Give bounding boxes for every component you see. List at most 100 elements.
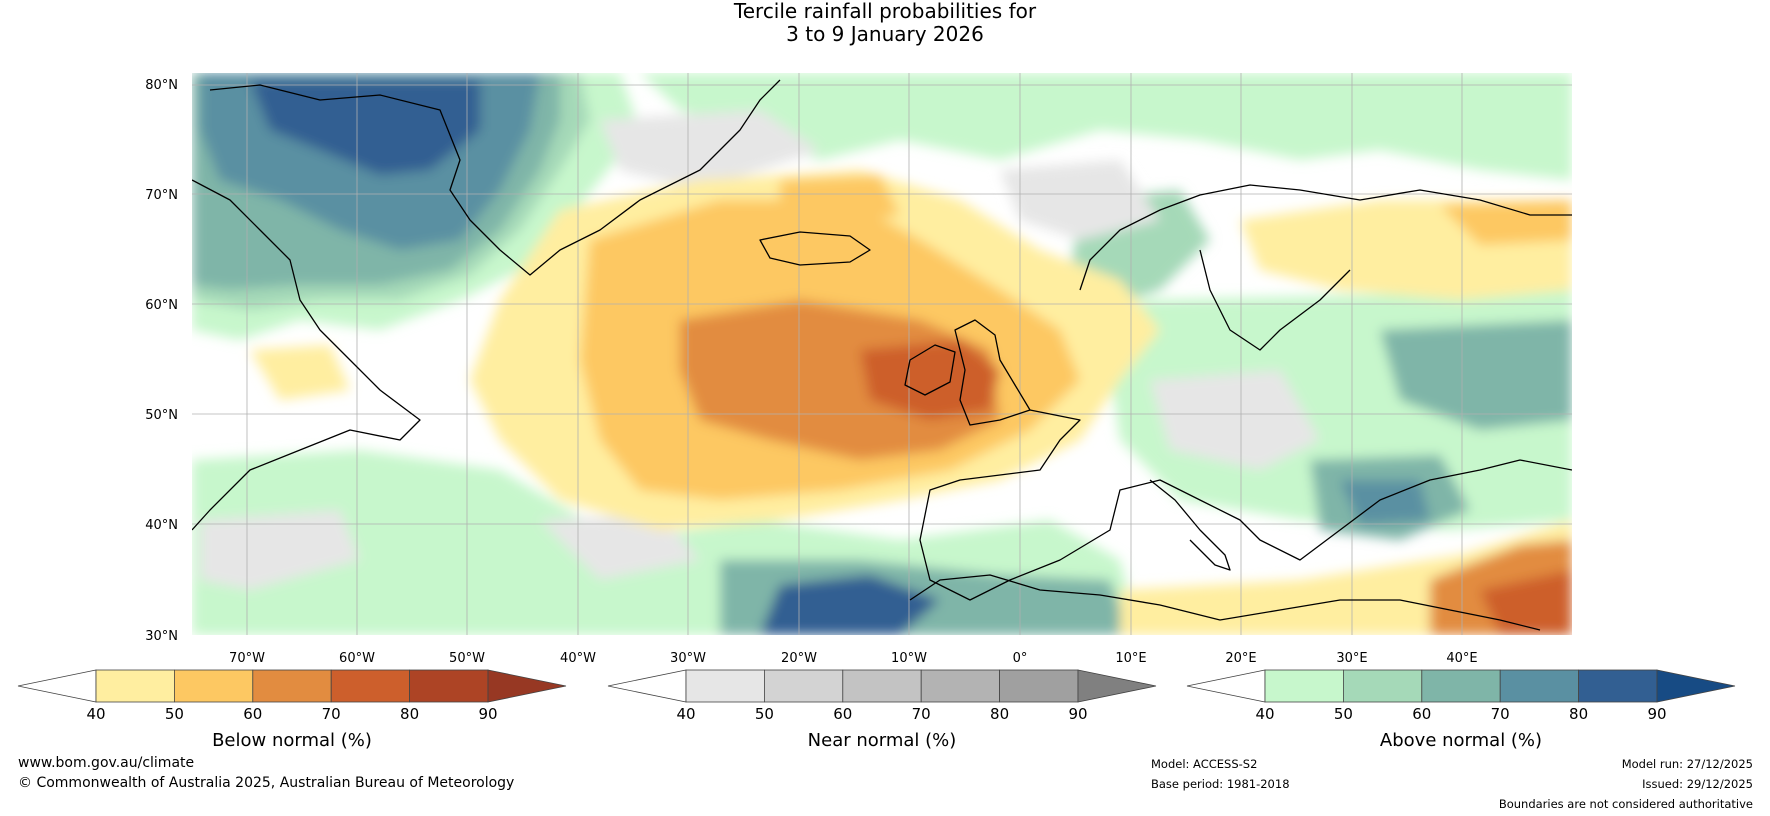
coastline-baltic xyxy=(1199,249,1351,351)
map-panel xyxy=(192,73,1572,635)
colorbar-near-title: Near normal (%) xyxy=(808,730,957,751)
near-normal-area-4 xyxy=(200,510,360,590)
lat-label-70n: 70°N xyxy=(145,188,178,203)
coastline-europe-west xyxy=(919,409,1572,601)
colorbar-below-segment-4 xyxy=(409,669,489,703)
coastline-iceland xyxy=(759,231,871,266)
colorbar-above-tick-4: 80 xyxy=(1569,705,1588,723)
colorbar-below-tick-2: 60 xyxy=(243,705,262,723)
lon-label-10w: 10°W xyxy=(891,651,927,666)
colorbar-below-tick-0: 40 xyxy=(86,705,105,723)
colorbar-near-tick-4: 80 xyxy=(990,705,1009,723)
colorbar-above-segment-4 xyxy=(1578,669,1658,703)
gridlines xyxy=(192,73,1572,635)
below-normal-area-newfoundland xyxy=(250,345,350,400)
near-normal-area-1 xyxy=(600,110,820,190)
below-normal-area-middle-east-70 xyxy=(1480,570,1572,635)
colorbar-below-tick-5: 90 xyxy=(478,705,497,723)
above-normal-area-arctic xyxy=(640,73,1572,180)
lon-label-10e: 10°E xyxy=(1115,651,1146,666)
above-normal-area-greenland-80 xyxy=(250,80,480,175)
colorbar-below-over-triangle xyxy=(487,669,567,703)
website-text: www.bom.gov.au/climate xyxy=(18,755,195,771)
lat-label-50n: 50°N xyxy=(145,408,178,423)
colorbar-below-tick-1: 50 xyxy=(165,705,184,723)
lon-label-40e: 40°E xyxy=(1446,651,1477,666)
latitude-labels: 80°N 70°N 60°N 50°N 40°N 30°N xyxy=(145,78,178,644)
coastline-greenland xyxy=(209,79,781,276)
colorbar-below-segment-1 xyxy=(173,669,254,703)
colorbar-near-tick-2: 60 xyxy=(833,705,852,723)
model-run-text: Model run: 27/12/2025 xyxy=(1621,757,1753,771)
disclaimer-text: Boundaries are not considered authoritat… xyxy=(1498,797,1753,811)
colorbar-above-segment-0 xyxy=(1264,669,1344,703)
colorbar-above-tick-0: 40 xyxy=(1255,705,1274,723)
colorbar-near-tick-5: 90 xyxy=(1068,705,1087,723)
lon-label-0: 0° xyxy=(1013,651,1028,666)
below-normal-area-north xyxy=(780,175,900,225)
model-text: Model: ACCESS-S2 xyxy=(1151,757,1258,771)
longitude-labels: 70°W 60°W 50°W 40°W 30°W 20°W 10°W 0° 10… xyxy=(229,651,1478,666)
coastlines xyxy=(192,79,1572,631)
copyright-text: © Commonwealth of Australia 2025, Austra… xyxy=(18,775,515,791)
colorbar-above: 40 50 60 70 80 90 Above normal (%) xyxy=(1186,669,1736,751)
coastline-italy xyxy=(1149,479,1231,571)
lon-label-20w: 20°W xyxy=(781,651,817,666)
colorbar-near-under-triangle xyxy=(607,669,687,703)
colorbar-above-under-triangle xyxy=(1186,669,1266,703)
colorbar-near-segment-2 xyxy=(842,669,922,703)
colorbar-near-tick-1: 50 xyxy=(755,705,774,723)
lon-label-50w: 50°W xyxy=(449,651,485,666)
probability-shading xyxy=(192,73,1572,635)
below-normal-area-russia-50 xyxy=(1440,200,1572,245)
colorbar-above-segment-2 xyxy=(1421,669,1501,703)
lon-label-20e: 20°E xyxy=(1225,651,1256,666)
coastline-north-africa xyxy=(909,574,1541,631)
colorbar-above-segment-3 xyxy=(1499,669,1579,703)
colorbar-near-segment-0 xyxy=(685,669,765,703)
colorbar-above-over-triangle xyxy=(1656,669,1736,703)
lat-label-60n: 60°N xyxy=(145,298,178,313)
map-title: Tercile rainfall probabilities for 3 to … xyxy=(0,0,1770,46)
colorbar-above-tick-2: 60 xyxy=(1412,705,1431,723)
near-normal-area-2 xyxy=(1000,160,1160,240)
issued-text: Issued: 29/12/2025 xyxy=(1642,777,1753,791)
lon-label-30e: 30°E xyxy=(1336,651,1367,666)
title-line-1: Tercile rainfall probabilities for xyxy=(733,0,1037,23)
coastline-canada xyxy=(192,179,421,531)
lat-label-40n: 40°N xyxy=(145,518,178,533)
colorbar-below-segment-2 xyxy=(252,669,332,703)
colorbar-below: 40 50 60 70 80 90 Below normal (%) xyxy=(17,669,567,751)
colorbar-above-tick-5: 90 xyxy=(1647,705,1666,723)
colorbar-near-segment-3 xyxy=(920,669,1001,703)
below-normal-area-uk-70 xyxy=(860,340,1000,420)
near-normal-area-3 xyxy=(1150,370,1320,470)
colorbar-near: 40 50 60 70 80 90 Near normal (%) xyxy=(607,669,1157,751)
title-line-2: 3 to 9 January 2026 xyxy=(786,22,984,46)
colorbar-below-segment-0 xyxy=(95,669,175,703)
colorbar-below-title: Below normal (%) xyxy=(212,730,372,751)
colorbar-below-tick-3: 70 xyxy=(322,705,341,723)
colorbar-below-segment-3 xyxy=(330,669,411,703)
lon-label-70w: 70°W xyxy=(229,651,265,666)
colorbar-above-title: Above normal (%) xyxy=(1380,730,1542,751)
above-normal-area-morocco-80 xyxy=(760,575,940,635)
lon-label-60w: 60°W xyxy=(339,651,375,666)
lon-label-30w: 30°W xyxy=(670,651,706,666)
colorbar-above-tick-3: 70 xyxy=(1491,705,1510,723)
colorbar-near-over-triangle xyxy=(1077,669,1157,703)
colorbar-near-tick-3: 70 xyxy=(912,705,931,723)
lat-label-80n: 80°N xyxy=(145,78,178,93)
colorbar-above-tick-1: 50 xyxy=(1334,705,1353,723)
colorbar-above-segment-1 xyxy=(1343,669,1423,703)
above-normal-area-east-europe-60 xyxy=(1380,320,1572,430)
colorbar-near-segment-1 xyxy=(764,669,844,703)
colorbar-near-segment-4 xyxy=(999,669,1079,703)
below-normal-area-atlantic-60 xyxy=(680,300,1000,460)
lon-label-40w: 40°W xyxy=(560,651,596,666)
lat-label-30n: 30°N xyxy=(145,629,178,644)
near-normal-area-5 xyxy=(540,515,700,580)
colorbar-near-tick-0: 40 xyxy=(676,705,695,723)
colorbar-below-under-triangle xyxy=(17,669,97,703)
